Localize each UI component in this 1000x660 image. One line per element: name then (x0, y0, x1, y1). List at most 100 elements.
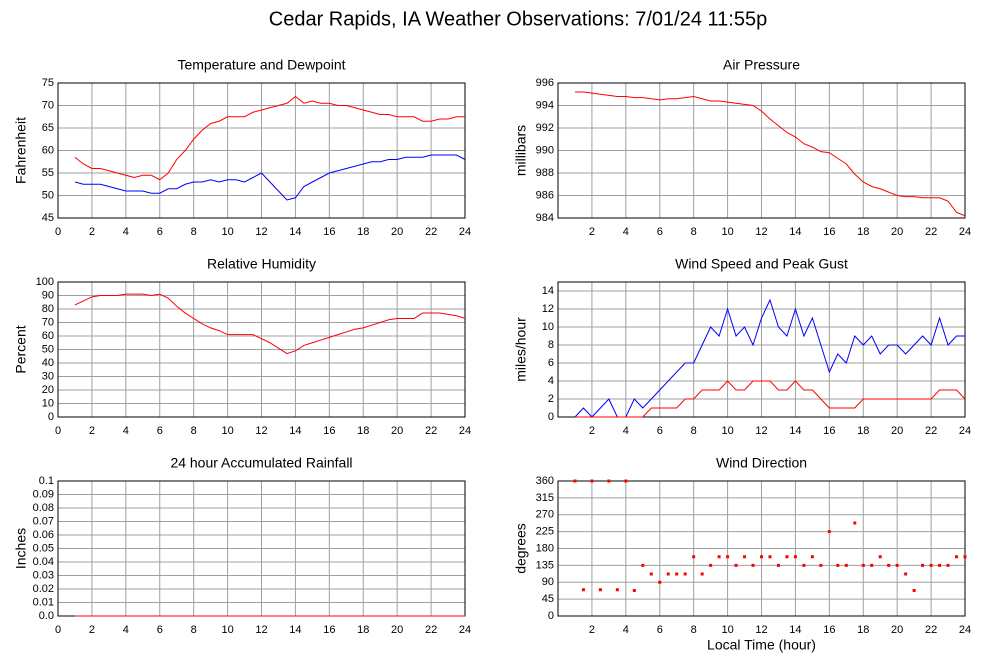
data-point (734, 563, 738, 567)
data-point (700, 572, 704, 576)
y-axis-label: Inches (13, 528, 29, 569)
data-point (861, 563, 865, 567)
x-tick-label: 14 (789, 624, 801, 636)
x-tick-label: 2 (89, 624, 95, 636)
panel-title: Wind Speed and Peak Gust (675, 256, 848, 272)
y-tick-label: 10 (42, 397, 54, 409)
x-tick-label: 16 (823, 624, 835, 636)
y-tick-label: 60 (42, 144, 54, 156)
x-tick-label: 12 (255, 226, 267, 238)
y-tick-label: 0.02 (33, 583, 54, 595)
data-point (785, 555, 789, 559)
x-tick-label: 12 (755, 624, 767, 636)
panel-title: Relative Humidity (207, 256, 316, 272)
data-point (573, 479, 577, 483)
data-point (946, 563, 950, 567)
x-tick-label: 8 (691, 624, 697, 636)
plot-border (557, 82, 966, 219)
data-point (929, 563, 933, 567)
x-tick-label: 8 (191, 226, 197, 238)
y-axis-label: Percent (13, 325, 29, 373)
data-point (793, 555, 797, 559)
x-tick-label: 20 (391, 226, 403, 238)
y-tick-label: 992 (536, 122, 554, 134)
data-point (726, 555, 730, 559)
x-tick-label: 18 (357, 226, 369, 238)
x-tick-label: 8 (191, 624, 197, 636)
data-point (904, 572, 908, 576)
panel-title: Temperature and Dewpoint (177, 57, 345, 73)
x-tick-label: 4 (623, 226, 629, 238)
y-tick-label: 90 (42, 289, 54, 301)
y-tick-label: 45 (542, 593, 554, 605)
y-tick-label: 65 (42, 122, 54, 134)
x-tick-label: 22 (425, 624, 437, 636)
x-tick-label: 22 (425, 226, 437, 238)
x-tick-label: 4 (623, 624, 629, 636)
x-tick-label: 22 (925, 425, 937, 437)
y-tick-label: 135 (536, 559, 554, 571)
x-tick-label: 8 (691, 226, 697, 238)
x-tick-label: 24 (959, 226, 971, 238)
x-tick-label: 12 (755, 425, 767, 437)
y-tick-label: 30 (42, 370, 54, 382)
data-line (574, 380, 966, 418)
data-point (666, 572, 670, 576)
data-point (844, 563, 848, 567)
x-tick-label: 18 (357, 624, 369, 636)
x-tick-label: 20 (891, 425, 903, 437)
data-point (938, 563, 942, 567)
x-tick-label: 12 (255, 624, 267, 636)
x-tick-label: 14 (289, 624, 301, 636)
data-point (649, 572, 653, 576)
x-tick-label: 2 (89, 226, 95, 238)
x-tick-label: 6 (157, 624, 163, 636)
data-point (963, 555, 967, 559)
y-tick-label: 10 (542, 321, 554, 333)
x-tick-label: 14 (789, 425, 801, 437)
x-tick-label: 24 (459, 226, 471, 238)
panel-title: 24 hour Accumulated Rainfall (170, 455, 352, 471)
y-tick-label: 70 (42, 99, 54, 111)
y-tick-label: 0.09 (33, 488, 54, 500)
y-tick-label: 6 (548, 357, 554, 369)
data-line (574, 298, 965, 418)
data-point (768, 555, 772, 559)
data-point (743, 555, 747, 559)
y-tick-label: 20 (42, 384, 54, 396)
data-point (802, 563, 806, 567)
data-point (827, 530, 831, 534)
y-tick-label: 40 (42, 357, 54, 369)
panel: Temperature and Dewpoint 45 50 55 60 65 70 75 0 2… (13, 57, 471, 238)
plot-border (57, 281, 466, 418)
data-point (887, 563, 891, 567)
y-tick-label: 55 (42, 167, 54, 179)
data-point (955, 555, 959, 559)
y-tick-label: 984 (536, 212, 554, 224)
x-tick-label: 4 (123, 425, 129, 437)
x-tick-label: 12 (755, 226, 767, 238)
y-tick-label: 0 (48, 411, 54, 423)
y-tick-label: 180 (536, 542, 554, 554)
x-tick-label: 18 (857, 425, 869, 437)
x-tick-label: 4 (123, 226, 129, 238)
y-tick-label: 994 (536, 99, 554, 111)
y-axis-label: millibars (513, 125, 529, 176)
x-tick-label: 18 (357, 425, 369, 437)
data-point (607, 479, 611, 483)
data-point (776, 563, 780, 567)
x-tick-label: 10 (221, 425, 233, 437)
y-tick-label: 270 (536, 509, 554, 521)
y-tick-label: 8 (548, 339, 554, 351)
x-tick-label: 12 (255, 425, 267, 437)
data-point (615, 588, 619, 592)
x-tick-label: 4 (123, 624, 129, 636)
plot-border (557, 281, 966, 418)
y-tick-label: 986 (536, 189, 554, 201)
x-tick-label: 16 (823, 226, 835, 238)
data-point (683, 572, 687, 576)
